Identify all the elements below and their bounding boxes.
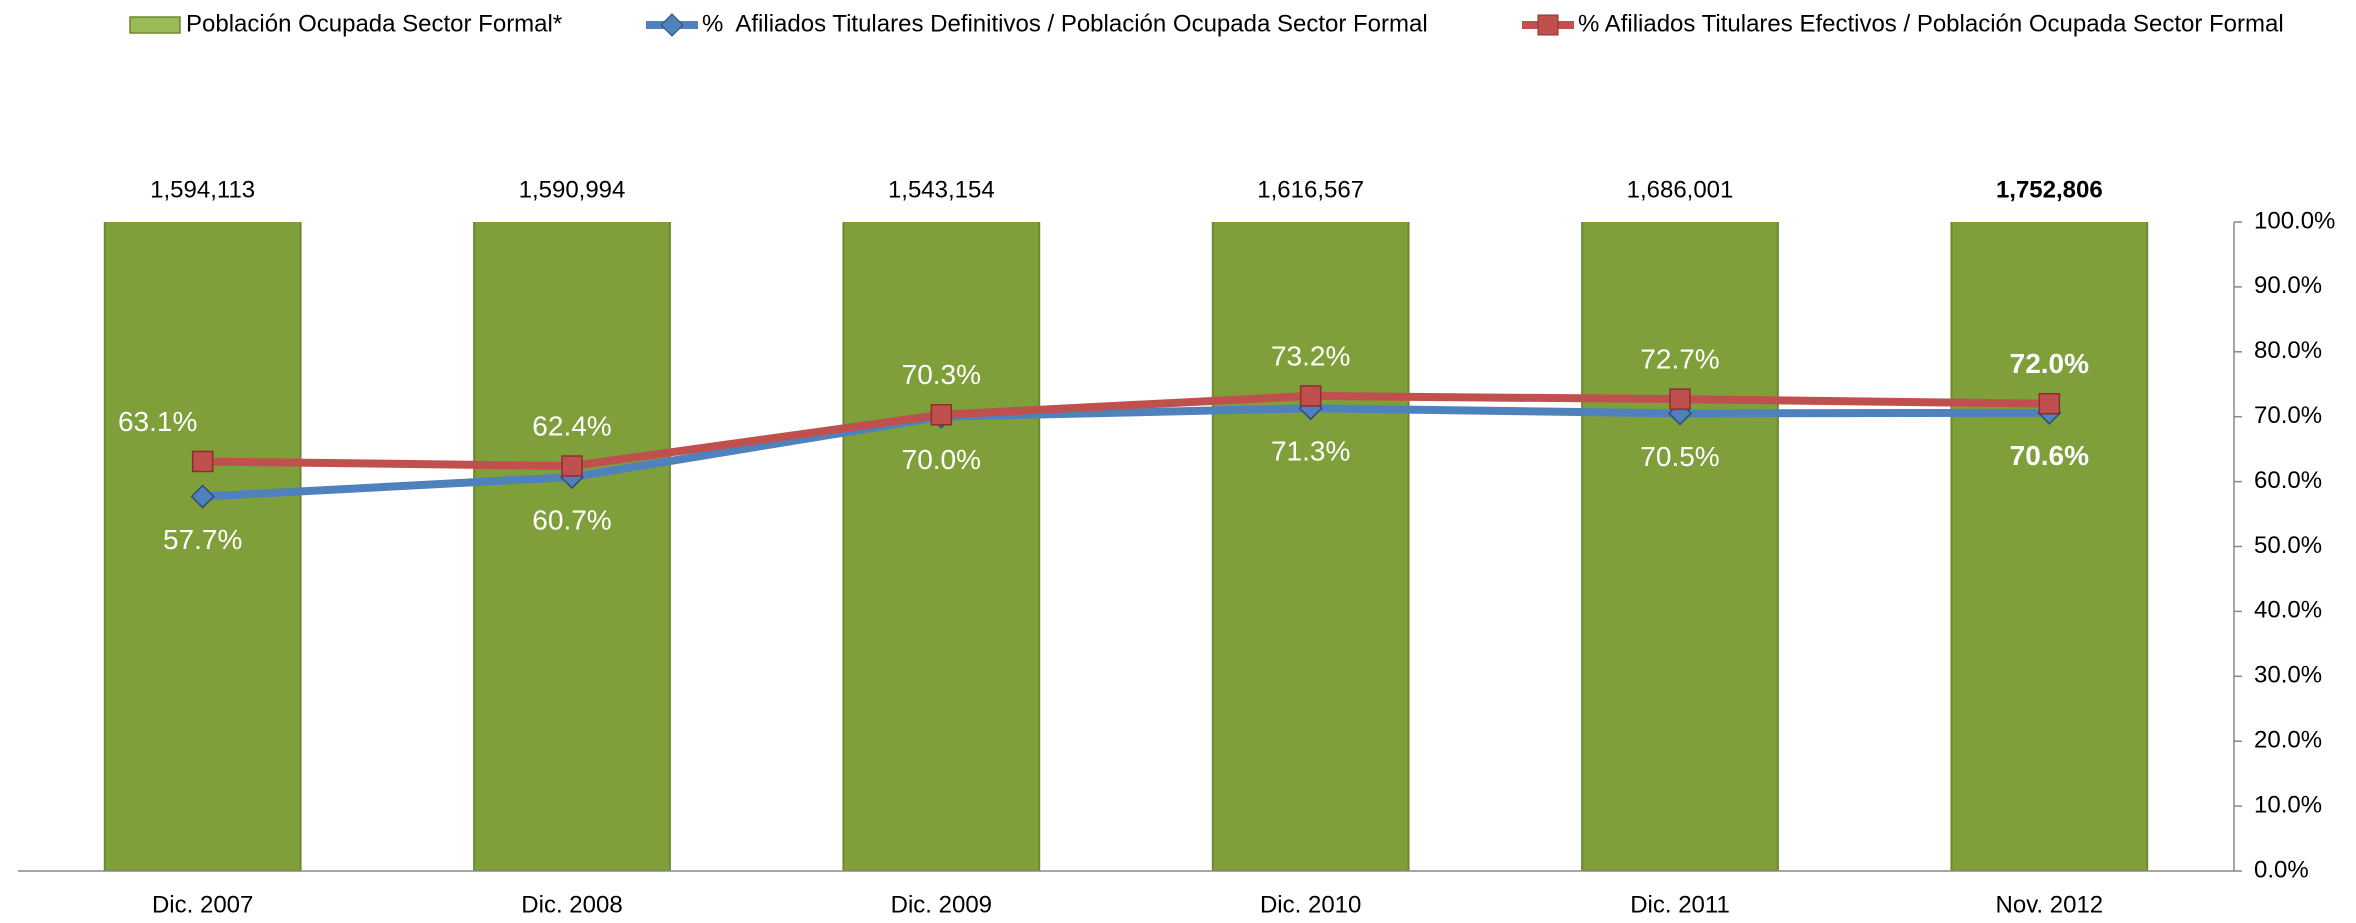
y2-tick-label: 70.0% xyxy=(2254,402,2322,429)
line-value-label: 73.2% xyxy=(1271,340,1350,371)
y2-tick-label: 20.0% xyxy=(2254,727,2322,754)
marker xyxy=(1669,388,1691,410)
y2-tick-label: 50.0% xyxy=(2254,532,2322,559)
y2-tick-label: 80.0% xyxy=(2254,337,2322,364)
marker xyxy=(930,404,953,426)
bar xyxy=(103,222,302,871)
line-value-label: 70.5% xyxy=(1640,441,1719,472)
marker xyxy=(1299,385,1322,407)
bar-value-label: 1,616,567 xyxy=(1257,176,1364,203)
y2-tick-label: 60.0% xyxy=(2254,467,2322,494)
legend-label: % Afiliados Titulares Definitivos / Pobl… xyxy=(702,10,1428,37)
y2-tick-label: 40.0% xyxy=(2254,597,2322,624)
x-tick-label: Dic. 2009 xyxy=(891,891,992,918)
line-value-label: 70.0% xyxy=(902,444,981,475)
line-value-label: 62.4% xyxy=(532,410,611,441)
line-value-label: 57.7% xyxy=(163,524,242,555)
line-value-label: 71.3% xyxy=(1271,436,1350,467)
bar-value-label: 1,686,001 xyxy=(1627,176,1734,203)
legend-marker xyxy=(660,13,684,37)
x-tick-label: Dic. 2010 xyxy=(1260,891,1361,918)
bar xyxy=(1581,222,1779,871)
line-value-label: 63.1% xyxy=(118,406,197,437)
bar xyxy=(1211,222,1410,871)
bar xyxy=(842,222,1041,871)
marker xyxy=(190,484,215,509)
bar-group xyxy=(103,222,2149,871)
x-tick-label: Dic. 2011 xyxy=(1630,891,1730,918)
legend-label: Población Ocupada Sector Formal* xyxy=(186,10,562,37)
line-value-label: 70.3% xyxy=(902,359,981,390)
y2-tick-label: 0.0% xyxy=(2254,856,2309,883)
bar-value-label: 1,752,806 xyxy=(1996,176,2103,203)
line-value-label: 70.6% xyxy=(2010,440,2089,471)
marker xyxy=(2038,392,2061,415)
bar-value-label: 1,590,994 xyxy=(519,176,626,203)
line xyxy=(202,391,2050,471)
y2-tick-label: 30.0% xyxy=(2254,662,2322,689)
bar-value-label: 1,543,154 xyxy=(888,176,995,203)
x-tick-label: Dic. 2008 xyxy=(521,891,622,918)
line xyxy=(202,404,2050,501)
bar xyxy=(1950,222,2149,871)
line-value-label: 60.7% xyxy=(532,504,611,535)
legend-marker xyxy=(1537,14,1559,36)
marker xyxy=(191,450,214,473)
bar xyxy=(473,222,671,871)
x-tick-label: Nov. 2012 xyxy=(1996,891,2104,918)
marker xyxy=(561,455,583,477)
y2-tick-label: 90.0% xyxy=(2254,272,2322,299)
legend-swatch xyxy=(129,16,181,34)
y2-tick-label: 10.0% xyxy=(2254,791,2322,818)
line-value-label: 72.0% xyxy=(2010,348,2089,379)
x-tick-label: Dic. 2007 xyxy=(152,891,253,918)
bar-value-label: 1,594,113 xyxy=(150,176,255,203)
legend-label: % Afiliados Titulares Efectivos / Poblac… xyxy=(1578,10,2284,37)
y2-tick-label: 100.0% xyxy=(2254,207,2335,234)
line-value-label: 72.7% xyxy=(1640,344,1719,375)
